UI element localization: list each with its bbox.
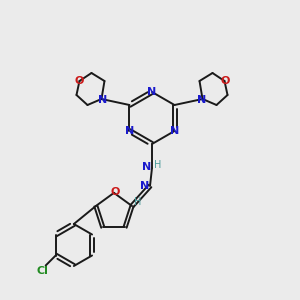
Text: Cl: Cl	[37, 266, 49, 275]
Text: H: H	[154, 160, 162, 170]
Text: O: O	[221, 76, 230, 86]
Text: N: N	[170, 126, 179, 136]
Text: N: N	[142, 162, 152, 172]
Text: N: N	[98, 95, 107, 105]
Text: N: N	[140, 181, 150, 191]
Text: O: O	[75, 76, 84, 86]
Text: N: N	[147, 87, 157, 97]
Text: H: H	[134, 197, 142, 207]
Text: N: N	[125, 126, 134, 136]
Text: O: O	[110, 187, 120, 197]
Text: N: N	[197, 95, 206, 105]
